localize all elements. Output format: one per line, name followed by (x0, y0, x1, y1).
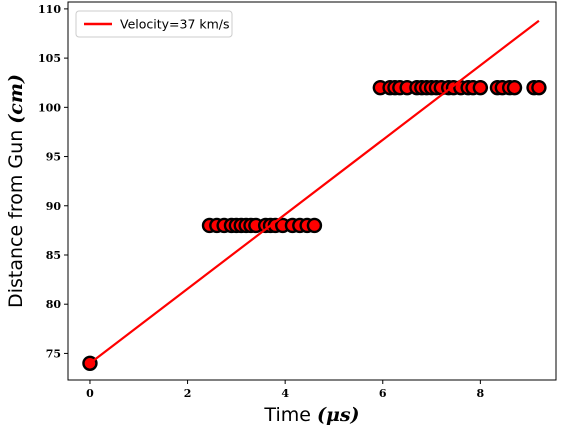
y-tick-label: 110 (38, 3, 61, 16)
x-tick-label: 6 (379, 387, 387, 400)
x-tick-label: 0 (86, 387, 94, 400)
x-axis-ticks: 0 2 4 6 8 (86, 380, 485, 400)
fit-line (89, 19, 540, 365)
data-point (506, 79, 523, 96)
legend-label: Velocity=37 km/s (120, 17, 230, 32)
legend-box (75, 10, 233, 38)
data-point (531, 79, 547, 96)
x-axis-label-text: Time (263, 404, 317, 426)
y-tick-label: 85 (46, 249, 61, 262)
y-tick-label: 100 (38, 101, 61, 114)
y-axis-label-unit: (cm) (5, 74, 27, 124)
y-tick-label: 95 (46, 151, 61, 164)
y-axis-ticks: 75 80 85 90 95 100 105 110 (38, 3, 68, 360)
data-point (306, 217, 323, 234)
y-tick-label: 105 (38, 52, 61, 65)
y-axis-label-text: Distance from Gun (5, 124, 27, 308)
data-point (472, 79, 489, 96)
x-axis-label: Time (μs) (263, 404, 359, 426)
y-axis-label: Distance from Gun (cm) (5, 74, 27, 308)
y-tick-label: 75 (46, 347, 61, 360)
plot-frame (67, 1, 557, 381)
x-tick-label: 8 (477, 387, 485, 400)
data-marks (82, 19, 547, 371)
y-tick-label: 80 (46, 298, 62, 311)
legend: Velocity=37 km/s (75, 10, 233, 38)
x-tick-label: 2 (184, 387, 192, 400)
y-tick-label: 90 (46, 200, 62, 213)
x-axis-label-unit: (μs) (317, 404, 360, 426)
x-tick-label: 4 (281, 387, 289, 400)
